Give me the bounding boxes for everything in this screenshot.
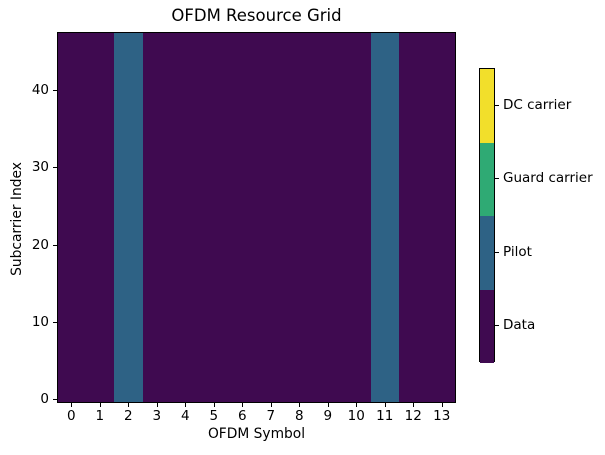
colorbar-segment-guard-carrier [480, 142, 494, 216]
x-tick-label: 4 [180, 408, 190, 424]
y-tick-mark [53, 244, 57, 246]
colorbar-segment-dc-carrier [480, 69, 494, 143]
x-tick-label: 2 [123, 408, 133, 424]
colorbar-tick-mark [495, 178, 499, 180]
colorbar-label-guard-carrier: Guard carrier [503, 170, 593, 187]
colorbar-segment-pilot [480, 216, 494, 290]
x-tick-mark [356, 403, 358, 407]
x-tick-mark [299, 403, 301, 407]
y-tick-label: 0 [40, 391, 49, 408]
x-tick-label: 12 [404, 408, 422, 424]
colorbar-label-dc-carrier: DC carrier [503, 96, 572, 113]
x-tick-label: 7 [266, 408, 276, 424]
heatmap-plot [57, 32, 456, 403]
x-tick-label: 9 [323, 408, 333, 424]
x-tick-mark [185, 403, 187, 407]
x-tick-label: 1 [95, 408, 105, 424]
y-tick-label: 10 [31, 313, 49, 330]
y-tick-label: 40 [31, 81, 49, 98]
x-tick-label: 0 [66, 408, 76, 424]
x-tick-mark [128, 403, 130, 407]
chart-title: OFDM Resource Grid [171, 6, 342, 25]
x-tick-label: 5 [209, 408, 219, 424]
y-tick-label: 20 [31, 236, 49, 253]
x-tick-mark [384, 403, 386, 407]
x-tick-label: 13 [433, 408, 451, 424]
x-tick-mark [270, 403, 272, 407]
x-tick-mark [213, 403, 215, 407]
x-tick-label: 6 [237, 408, 247, 424]
colorbar-segment-data [480, 289, 494, 363]
x-tick-label: 10 [347, 408, 365, 424]
colorbar-tick-mark [495, 325, 499, 327]
x-tick-mark [71, 403, 73, 407]
x-tick-mark [441, 403, 443, 407]
colorbar-label-data: Data [503, 317, 536, 334]
y-tick-mark [53, 321, 57, 323]
colorbar-tick-mark [495, 104, 499, 106]
x-tick-mark [327, 403, 329, 407]
colorbar-label-pilot: Pilot [503, 243, 532, 260]
x-tick-mark [99, 403, 101, 407]
y-tick-mark [53, 167, 57, 169]
x-tick-label: 3 [152, 408, 162, 424]
x-tick-mark [156, 403, 158, 407]
x-tick-label: 8 [294, 408, 304, 424]
x-tick-label: 11 [376, 408, 394, 424]
x-tick-mark [413, 403, 415, 407]
y-tick-mark [53, 399, 57, 401]
colorbar [479, 68, 495, 363]
y-tick-mark [53, 89, 57, 91]
x-axis-label: OFDM Symbol [207, 426, 306, 442]
y-tick-label: 30 [31, 159, 49, 176]
colorbar-tick-mark [495, 251, 499, 253]
x-tick-mark [242, 403, 244, 407]
pilot-column-2 [114, 33, 143, 402]
pilot-column-11 [370, 33, 399, 402]
